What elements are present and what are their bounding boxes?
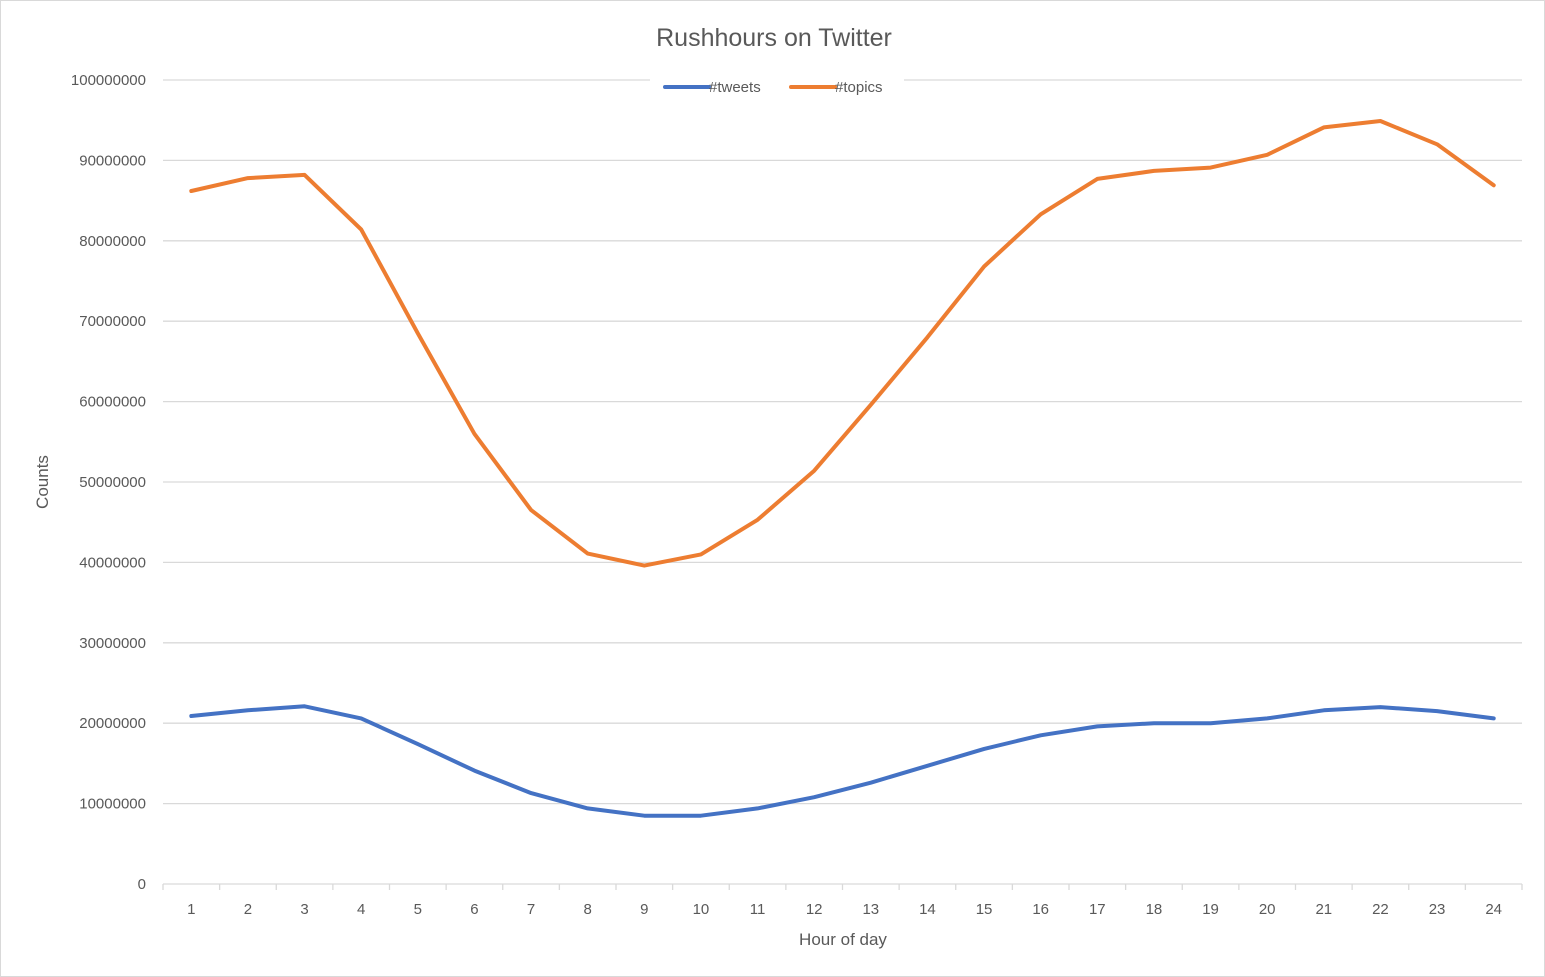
y-tick-label: 30000000 xyxy=(79,635,146,652)
legend-label-topics: #topics xyxy=(835,79,883,96)
x-axis-ticks: 1 2 3 4 5 6 7 8 9 10 11 12 13 14 15 16 17 18 19 20 21 22 23 24 xyxy=(162,884,1523,918)
y-tick-label: 50000000 xyxy=(79,474,146,491)
x-tick-label: 21 xyxy=(1315,901,1332,918)
gridlines xyxy=(163,79,1522,805)
y-tick-label: 100000000 xyxy=(71,72,146,89)
x-tick-label: 8 xyxy=(584,901,592,918)
x-tick-label: 5 xyxy=(414,901,422,918)
x-tick-label: 3 xyxy=(300,901,308,918)
x-tick-label: 18 xyxy=(1146,901,1163,918)
series-line-tweets xyxy=(189,704,1496,818)
y-axis-title: Counts xyxy=(33,455,52,509)
y-tick-label: 10000000 xyxy=(79,796,146,813)
y-tick-label: 60000000 xyxy=(79,394,146,411)
x-tick-label: 24 xyxy=(1485,901,1502,918)
y-tick-label: 40000000 xyxy=(79,554,146,571)
y-tick-label: 20000000 xyxy=(79,715,146,732)
legend: #tweets #topics xyxy=(663,79,883,96)
series-line-topics xyxy=(189,119,1496,568)
y-tick-label: 90000000 xyxy=(79,152,146,169)
legend-label-tweets: #tweets xyxy=(709,79,761,96)
x-tick-label: 14 xyxy=(919,901,936,918)
chart-title: Rushhours on Twitter xyxy=(656,24,892,52)
y-tick-label: 70000000 xyxy=(79,313,146,330)
x-tick-label: 15 xyxy=(976,901,993,918)
y-tick-label: 0 xyxy=(138,876,146,893)
x-tick-label: 12 xyxy=(806,901,823,918)
y-tick-label: 80000000 xyxy=(79,233,146,250)
x-tick-label: 19 xyxy=(1202,901,1219,918)
x-tick-label: 20 xyxy=(1259,901,1276,918)
y-axis-ticks: 0 10000000 20000000 30000000 40000000 5000000… xyxy=(71,72,146,893)
x-tick-label: 2 xyxy=(244,901,252,918)
x-tick-label: 16 xyxy=(1032,901,1049,918)
x-tick-label: 1 xyxy=(187,901,195,918)
x-tick-label: 11 xyxy=(750,901,766,918)
x-tick-label: 13 xyxy=(862,901,879,918)
x-tick-label: 7 xyxy=(527,901,535,918)
x-tick-label: 4 xyxy=(357,901,365,918)
x-tick-label: 23 xyxy=(1429,901,1446,918)
x-tick-label: 9 xyxy=(640,901,648,918)
x-tick-label: 17 xyxy=(1089,901,1106,918)
x-tick-label: 22 xyxy=(1372,901,1389,918)
x-axis-title: Hour of day xyxy=(799,930,887,949)
series-lines xyxy=(189,119,1496,818)
x-tick-label: 6 xyxy=(470,901,478,918)
x-tick-label: 10 xyxy=(693,901,710,918)
